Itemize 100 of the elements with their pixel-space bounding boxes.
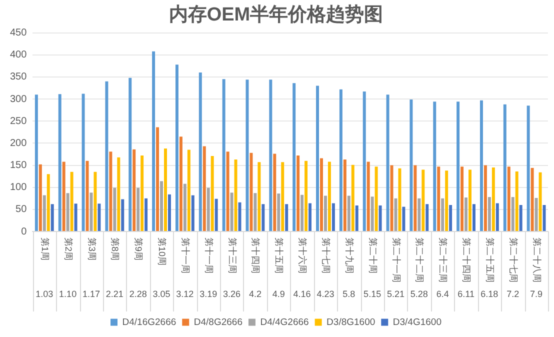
bar	[507, 166, 510, 231]
category-label: 第十四周 4.2	[248, 238, 262, 299]
bar	[374, 166, 378, 231]
y-tick-label: 450	[10, 28, 28, 39]
bar	[308, 203, 312, 231]
bar	[480, 100, 483, 231]
bar	[187, 150, 190, 231]
bar	[281, 162, 284, 231]
bar	[94, 172, 97, 231]
bar	[230, 192, 234, 231]
bar	[351, 164, 354, 231]
bar	[226, 152, 230, 231]
bar	[343, 160, 346, 231]
bar	[366, 162, 370, 231]
bar	[449, 205, 452, 231]
bar	[418, 198, 421, 231]
bar	[234, 160, 238, 231]
bar	[183, 184, 186, 231]
category-label: 第3周 1.17	[82, 238, 100, 299]
bar	[168, 194, 171, 231]
bar	[156, 127, 160, 231]
bar	[332, 203, 335, 231]
category-label: 第十七周 4.23	[316, 238, 334, 299]
x-tick-label: 第二十二周 5.28	[410, 238, 428, 299]
bar	[472, 204, 476, 231]
bar	[339, 89, 342, 231]
bar	[378, 205, 382, 231]
bar	[530, 168, 534, 231]
category-label: 第十一周 3.19	[200, 238, 218, 299]
bar	[414, 165, 417, 231]
bar	[42, 195, 46, 231]
legend-label: D3/4G1600	[392, 316, 442, 328]
bar	[456, 102, 460, 231]
bar	[70, 172, 74, 231]
y-tick-label: 50	[16, 204, 28, 216]
y-tick-label: 300	[10, 94, 28, 105]
bar	[362, 92, 366, 231]
y-tick-label: 100	[10, 182, 28, 194]
bar	[519, 205, 522, 231]
bar	[304, 160, 308, 231]
bar	[38, 164, 42, 231]
legend-label: D4/16G2666	[122, 316, 176, 328]
bar	[355, 205, 358, 231]
y-tick-label: 200	[10, 138, 28, 149]
bar	[324, 196, 327, 231]
chart-title: 内存OEM半年价格趋势图	[168, 4, 384, 26]
bar	[179, 136, 182, 231]
x-tick-label: 第二十三周 6.4	[436, 238, 449, 299]
bar	[175, 64, 178, 231]
bar	[484, 165, 487, 231]
bar	[82, 94, 85, 231]
legend-label: D3/8G1600	[326, 316, 376, 328]
category-label: 第十六周 4.16	[293, 238, 311, 299]
bar	[269, 80, 272, 231]
bar	[258, 162, 261, 231]
y-tick-label: 350	[10, 72, 28, 83]
bar	[433, 102, 436, 231]
bar	[98, 204, 101, 231]
category-label: 第2周 1.10	[59, 238, 77, 299]
bar	[117, 157, 120, 231]
bar	[460, 166, 464, 231]
bar	[66, 193, 70, 231]
bar	[370, 196, 374, 231]
bar	[320, 158, 323, 231]
bar	[496, 203, 499, 231]
bar	[50, 204, 54, 231]
bar	[109, 152, 112, 231]
bar	[222, 79, 226, 231]
bar	[422, 170, 425, 231]
category-label: 第十一周 3.12	[176, 238, 194, 299]
y-tick-label: 250	[10, 116, 28, 127]
x-tick-label: 第二十四周 6.11	[458, 238, 474, 299]
bar	[198, 72, 202, 231]
category-label: 第1周 1.03	[36, 238, 54, 299]
bar	[132, 149, 136, 231]
bar	[262, 204, 265, 231]
bar	[347, 196, 350, 231]
bar	[136, 188, 140, 231]
bar	[273, 154, 276, 231]
bar	[402, 206, 406, 231]
bar	[113, 188, 116, 231]
bar	[62, 162, 66, 231]
bar	[140, 156, 144, 231]
bar	[152, 51, 156, 231]
x-tick-label: 第二十五周 6.18	[480, 238, 498, 299]
bar	[46, 174, 50, 231]
bar	[128, 78, 132, 231]
y-tick-label: 150	[10, 160, 28, 172]
bar	[441, 198, 444, 231]
bar	[492, 167, 495, 231]
category-label: 第10周 3.05	[152, 238, 170, 299]
bar	[160, 181, 164, 231]
bar	[121, 199, 124, 231]
bar	[144, 198, 148, 231]
bar	[254, 193, 257, 231]
legend-label: D4/8G2666	[194, 316, 242, 328]
bar	[328, 162, 331, 231]
y-tick-label: 0	[21, 226, 28, 238]
bar	[398, 168, 402, 231]
bar	[210, 156, 214, 231]
